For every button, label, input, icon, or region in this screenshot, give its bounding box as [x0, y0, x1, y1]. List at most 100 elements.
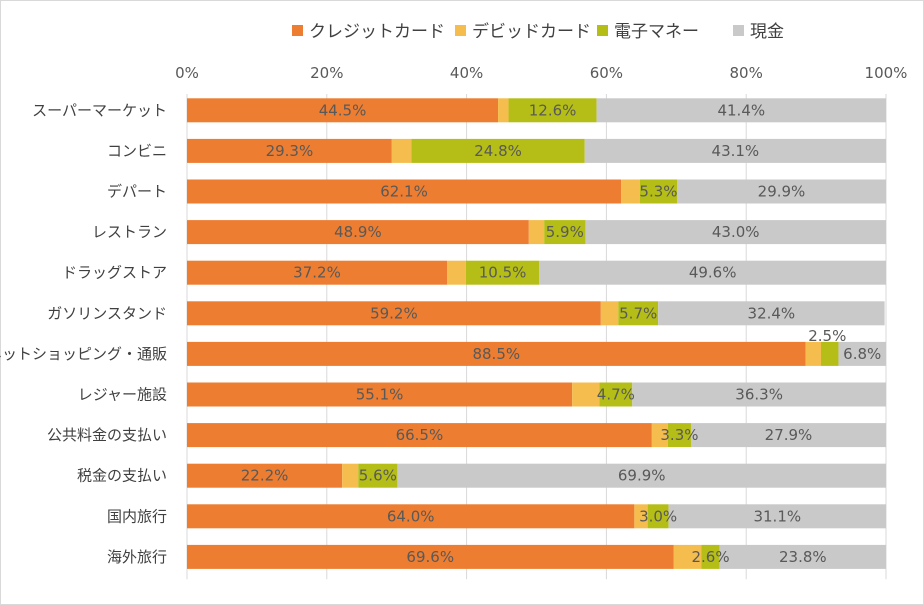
- category-label-8: 公共料金の支払い: [47, 426, 167, 444]
- bar-segment-r6-s0: [187, 341, 806, 366]
- data-label-r8-s2: 3.3%: [660, 426, 698, 444]
- legend-label-3: 現金: [750, 22, 784, 42]
- data-label-r4-s2: 10.5%: [479, 264, 527, 282]
- bar-segment-r8-s0: [187, 423, 652, 448]
- data-label-r7-s3: 36.3%: [735, 386, 783, 404]
- bar-segment-r6-s3: [838, 341, 886, 366]
- data-label-r8-s3: 27.9%: [765, 426, 813, 444]
- data-label-r3-s0: 48.9%: [334, 223, 382, 241]
- x-axis-tick-labels: 0% 20% 40% 60% 80% 100%: [175, 64, 907, 82]
- bar-segment-r1-s0: [187, 138, 392, 163]
- bar-segment-r9-s0: [187, 463, 343, 488]
- data-label-r4-s3: 49.6%: [689, 264, 737, 282]
- data-label-r5-s0: 59.2%: [370, 304, 418, 322]
- category-label-0: スーパーマーケット: [32, 101, 167, 119]
- category-label-5: ガソリンスタンド: [47, 304, 167, 322]
- data-label-r2-s2: 5.3%: [639, 183, 677, 201]
- bar-segment-r11-s3: [719, 544, 886, 569]
- bar-segment-r10-s2: [647, 504, 669, 529]
- data-label-r10-s0: 64.0%: [387, 507, 435, 525]
- data-label-r9-s0: 22.2%: [241, 467, 289, 485]
- bar-segment-r9-s1: [342, 463, 359, 488]
- data-label-r0-s3: 41.4%: [717, 101, 765, 119]
- bar-segment-r9-s3: [397, 463, 886, 488]
- bar-segment-r2-s3: [676, 179, 886, 204]
- bar-segment-r11-s2: [701, 544, 720, 569]
- category-label-2: デパート: [107, 183, 167, 201]
- data-label-r7-s0: 55.1%: [356, 386, 404, 404]
- bar-segment-r10-s1: [634, 504, 648, 529]
- x-tick-label-3: 60%: [590, 64, 623, 82]
- data-label-r5-s3: 32.4%: [748, 304, 796, 322]
- legend: クレジットカード デビッドカード 電子マネー 現金: [292, 21, 784, 42]
- legend-label-0: クレジットカード: [309, 22, 445, 42]
- bar-segment-r9-s2: [358, 463, 398, 488]
- bars: [187, 98, 886, 569]
- bar-segment-r0-s1: [498, 98, 509, 123]
- bar-segment-r1-s1: [391, 138, 412, 163]
- data-label-r0-s2: 12.6%: [529, 101, 577, 119]
- data-label-r10-s3: 31.1%: [753, 507, 801, 525]
- bar-segment-r0-s3: [596, 98, 886, 123]
- bar-segment-r5-s1: [600, 301, 619, 326]
- legend-swatch-1: [455, 25, 466, 36]
- bar-segment-r2-s2: [639, 179, 677, 204]
- bar-segment-r8-s2: [667, 423, 691, 448]
- bar-segment-r0-s2: [508, 98, 597, 123]
- data-label-r6-s1: 2.5%: [808, 327, 846, 345]
- bar-segment-r7-s0: [187, 382, 573, 407]
- data-label-r11-s0: 69.6%: [406, 548, 454, 566]
- category-label-6: ネットショッピング・通販: [0, 345, 167, 363]
- bar-segment-r10-s0: [187, 504, 635, 529]
- data-label-r10-s2: 3.0%: [639, 507, 677, 525]
- bar-segment-r6-s1: [805, 341, 821, 366]
- bar-segment-r5-s3: [658, 301, 885, 326]
- data-label-r9-s3: 69.9%: [618, 467, 666, 485]
- data-label-r6-s3: 6.8%: [843, 345, 881, 363]
- bar-segment-r3-s1: [528, 220, 545, 245]
- bar-segment-r10-s3: [668, 504, 886, 529]
- bar-segment-r7-s1: [572, 382, 600, 407]
- data-label-r5-s2: 5.7%: [619, 304, 657, 322]
- data-label-r0-s0: 44.5%: [319, 101, 367, 119]
- category-label-9: 税金の支払い: [77, 467, 167, 485]
- category-label-7: レジャー施設: [78, 386, 167, 404]
- bar-segment-r4-s1: [447, 260, 466, 285]
- bar-segment-r3-s0: [187, 220, 529, 245]
- data-label-r4-s0: 37.2%: [293, 264, 341, 282]
- legend-swatch-3: [733, 25, 744, 36]
- category-labels: スーパーマーケットコンビニデパートレストランドラッグストアガソリンスタンドネット…: [0, 101, 167, 566]
- data-label-r1-s3: 43.1%: [712, 142, 760, 160]
- data-label-r8-s0: 66.5%: [396, 426, 444, 444]
- category-label-1: コンビニ: [107, 142, 167, 160]
- data-label-r3-s3: 43.0%: [712, 223, 760, 241]
- bar-segment-r4-s0: [187, 260, 448, 285]
- data-label-r2-s0: 62.1%: [380, 183, 428, 201]
- data-label-r3-s2: 5.9%: [546, 223, 584, 241]
- bar-segment-r2-s0: [187, 179, 622, 204]
- bar-segment-r7-s2: [599, 382, 633, 407]
- bar-segment-r11-s0: [187, 544, 674, 569]
- legend-label-2: 電子マネー: [614, 22, 699, 42]
- bar-segment-r5-s0: [187, 301, 601, 326]
- bar-segment-r8-s1: [651, 423, 668, 448]
- x-tick-label-5: 100%: [865, 64, 908, 82]
- bar-segment-r3-s3: [585, 220, 886, 245]
- data-label-r1-s2: 24.8%: [474, 142, 522, 160]
- bar-segment-r3-s2: [544, 220, 586, 245]
- category-label-11: 海外旅行: [107, 548, 167, 566]
- data-label-r6-s0: 88.5%: [472, 345, 520, 363]
- data-label-r9-s2: 5.6%: [359, 467, 397, 485]
- bar-segment-r7-s3: [632, 382, 886, 407]
- bar-segment-r0-s0: [187, 98, 499, 123]
- bar-segment-r5-s2: [618, 301, 659, 326]
- category-label-4: ドラッグストア: [62, 264, 167, 282]
- category-label-3: レストラン: [92, 223, 167, 241]
- bar-segment-r1-s2: [411, 138, 585, 163]
- legend-swatch-0: [292, 25, 303, 36]
- bar-segment-r2-s1: [621, 179, 640, 204]
- data-label-r7-s2: 4.7%: [597, 386, 635, 404]
- data-labels: 44.5% 12.6% 41.4% 29.3% 24.8% 43.1% 62.1% 5.3% 2…: [241, 101, 882, 566]
- bar-segment-r11-s1: [673, 544, 702, 569]
